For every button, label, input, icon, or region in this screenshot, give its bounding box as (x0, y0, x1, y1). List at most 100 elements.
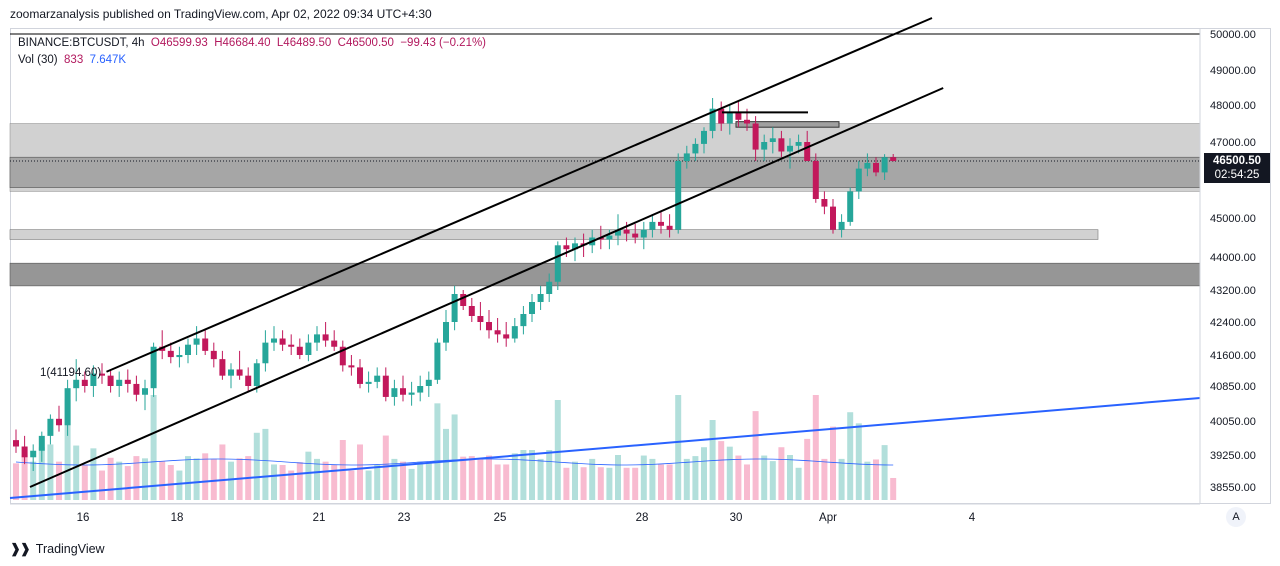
symbol-label[interactable]: BINANCE:BTCUSDT, 4h (18, 37, 145, 49)
time-tick-label: 21 (313, 512, 326, 524)
resistance-box (735, 121, 840, 128)
candle-body (348, 365, 355, 368)
brand-label[interactable]: TradingView (35, 542, 105, 556)
volume-bar (847, 412, 854, 500)
candle-body (202, 338, 209, 351)
price-tick-label: 50000.00 (1210, 29, 1256, 41)
candle-body (210, 350, 217, 360)
volume-bar (812, 395, 819, 500)
pivot-annotation: 1(41194.60) (40, 367, 101, 379)
volume-bar (546, 450, 553, 500)
volume-bar (434, 403, 441, 500)
candle-body (228, 369, 234, 376)
candle-body (400, 388, 406, 395)
candle-body (245, 375, 252, 386)
volume-bar (47, 444, 54, 500)
volume-bar (13, 463, 19, 500)
channel-lower-line (29, 87, 944, 488)
volume-layer (13, 395, 897, 500)
footer: ❱❱ TradingView (10, 541, 105, 557)
volume-bar (408, 468, 415, 500)
volume-bar (838, 458, 845, 500)
auto-scale-button[interactable]: A (1226, 507, 1246, 527)
candle-body (675, 161, 682, 230)
volume-bar (374, 465, 381, 500)
volume-bar (572, 461, 578, 500)
candle-body (520, 314, 527, 327)
candle-body (477, 316, 484, 322)
time-tick-label: 18 (171, 512, 184, 524)
volume-bar (554, 400, 561, 500)
time-tick-label: 4 (969, 512, 976, 524)
price-tick-label: 44000.00 (1210, 252, 1256, 264)
candle-body (606, 235, 613, 240)
candle-body (615, 229, 621, 236)
volume-bar (202, 453, 209, 500)
candle-body (787, 145, 793, 152)
candle-body (821, 199, 828, 207)
candle-body (365, 381, 372, 384)
channel-upper-line (106, 17, 933, 373)
candle-body (460, 294, 467, 306)
candle-body (288, 344, 295, 347)
candle-body (503, 334, 510, 339)
volume-bar (107, 457, 114, 500)
candle-body (314, 334, 320, 343)
candle-body (752, 123, 759, 150)
volume-bar (73, 445, 80, 500)
candle-body (279, 338, 286, 345)
last-price-value: 46500.50 (1213, 155, 1261, 167)
candle-body (391, 388, 398, 397)
volume-bar (795, 467, 802, 500)
volume-bar (271, 464, 277, 500)
volume-bar (185, 456, 191, 500)
volume-bar (486, 455, 492, 500)
candle-body (451, 294, 458, 322)
candle-body (305, 342, 312, 355)
candle-body (838, 221, 845, 230)
price-tick-label: 42400.00 (1210, 317, 1256, 329)
candle-body (262, 342, 269, 364)
volume-bar (417, 461, 424, 500)
volume-bar (30, 461, 37, 500)
candle-body (701, 130, 707, 144)
volume-bar (778, 447, 785, 500)
volume-bar (529, 450, 535, 500)
volume-bar (666, 464, 673, 500)
price-tick-label: 39250.00 (1210, 450, 1256, 462)
volume-bar (38, 447, 45, 500)
tradingview-logo-icon[interactable]: ❱❱ (10, 541, 31, 556)
time-tick-label: 25 (494, 512, 507, 524)
candle-body (64, 388, 71, 426)
volume-bar (176, 470, 183, 500)
candle-body (563, 245, 570, 250)
candle-body (572, 243, 578, 250)
high-value: H46684.40 (214, 37, 271, 49)
volume-bar (262, 428, 269, 500)
price-tick-label: 45000.00 (1210, 213, 1256, 225)
candle-body (374, 375, 381, 382)
volume-bar (305, 451, 312, 500)
volume-bar (658, 464, 664, 500)
candle-body (546, 281, 553, 294)
volume-label[interactable]: Vol (30) (18, 54, 58, 66)
volume-bar (425, 461, 432, 500)
publisher-line: zoomarzanalysis published on TradingView… (10, 7, 432, 21)
candle-body (47, 418, 54, 436)
candle-body (339, 346, 346, 366)
candle-body (855, 168, 862, 192)
candle-body (640, 229, 647, 238)
candle-body (830, 206, 836, 230)
candle-body (408, 392, 415, 395)
time-axis: 16 18 21 23 25 28 30 Apr 4 (10, 503, 1200, 524)
chart-legend: BINANCE:BTCUSDT, 4h O46599.93 H46684.40 … (18, 35, 486, 69)
candle-body (124, 379, 131, 384)
candle-body (847, 191, 854, 222)
candle-body (761, 142, 768, 150)
lower-zone (9, 262, 1201, 287)
candle-body (666, 225, 673, 230)
candle-body (692, 143, 699, 154)
volume-bar (726, 446, 733, 500)
volume-bar (56, 461, 62, 500)
